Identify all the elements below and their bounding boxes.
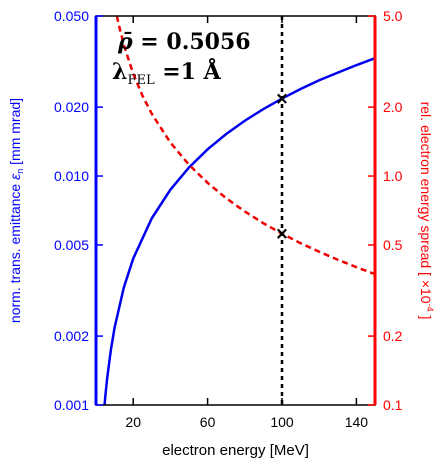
y-left-label-sub: n [15, 169, 25, 174]
y-left-tick-label: 0.001 [54, 397, 89, 413]
y-left-tick-label: 0.005 [54, 237, 89, 253]
y-right-tick-label: 2.0 [383, 99, 403, 115]
y-right-axis-label: rel. electron energy spread [ ×10-4 ] [418, 102, 434, 320]
y-left-label-main: norm. trans. emittance [7, 180, 23, 323]
y-right-label-sup: -4 [425, 304, 434, 312]
y-right-label-end: ] [418, 312, 434, 320]
x-tick-label: 20 [125, 414, 141, 430]
rho-symbol: ρ̄ [117, 29, 133, 55]
y-left-tick-label: 0.002 [54, 328, 89, 344]
x-axis-label: electron energy [MeV] [162, 442, 309, 459]
y-right-tick-label: 5.0 [383, 8, 403, 24]
y-left-axis-label: norm. trans. emittance εn [mm mrad] [7, 98, 25, 323]
y-left-tick-label: 0.010 [54, 168, 89, 184]
y-right-tick-label: 0.1 [383, 397, 403, 413]
rho-annotation: ρ̄ = 0.5056 [117, 29, 251, 55]
y-left-tick-label: 0.020 [54, 99, 89, 115]
energy-spread-point-marker: × [276, 224, 288, 246]
lambda-annotation: λFEL =1 Å [112, 58, 222, 88]
lambda-subscript: FEL [127, 73, 155, 88]
y-right-tick-label: 0.5 [383, 237, 403, 253]
emittance-point-marker: × [276, 89, 288, 111]
lambda-value: =1 Å [155, 58, 222, 85]
y-right-label-main: rel. electron energy spread [ ×10 [418, 102, 434, 304]
x-tick-label: 60 [200, 414, 216, 430]
series-layer [103, 15, 376, 406]
y-left-tick-label: 0.050 [54, 8, 89, 24]
lambda-symbol: λ [112, 59, 127, 85]
x-tick-label: 100 [270, 414, 294, 430]
marker-layer: ×× [276, 16, 288, 405]
y-left-label-symbol: ε [7, 173, 23, 180]
y-right-tick-label: 1.0 [383, 168, 403, 184]
y-left-label-unit: [mm mrad] [7, 98, 23, 169]
y-right-tick-label: 0.2 [383, 328, 403, 344]
x-tick-label: 140 [345, 414, 369, 430]
axis-layer: 20 60 100 140 0.001 0.002 0.005 0.010 0.020 0.050… [54, 8, 403, 430]
emittance-series-line [103, 57, 376, 406]
energy-spread-series-line [115, 15, 376, 276]
rho-value: = 0.5056 [133, 29, 251, 55]
